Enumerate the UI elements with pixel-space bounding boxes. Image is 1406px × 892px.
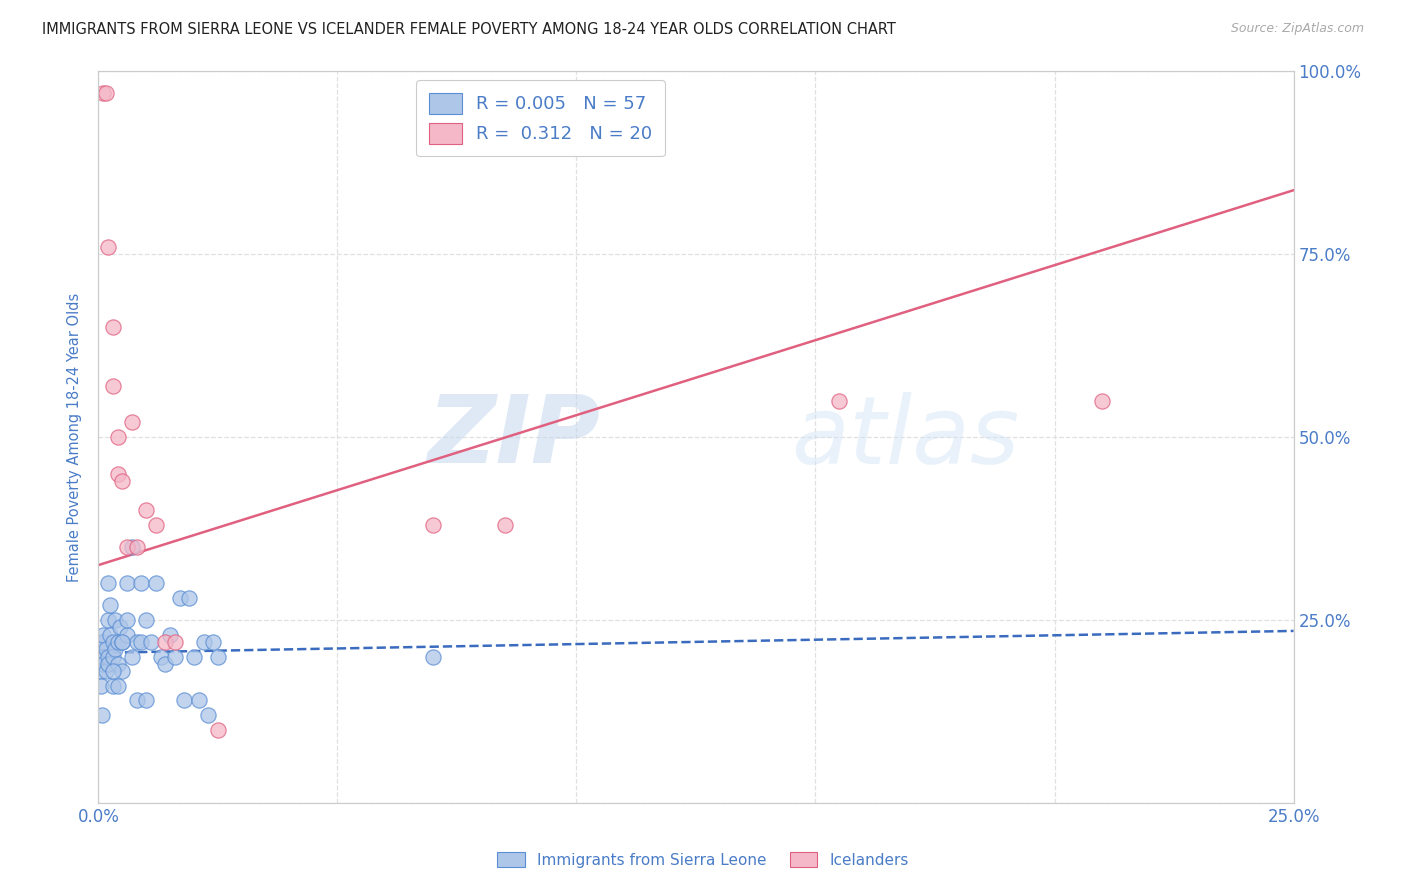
Point bbox=[91, 649, 114, 664]
Point bbox=[125, 693, 148, 707]
Point bbox=[104, 613, 127, 627]
Point bbox=[90, 679, 112, 693]
Point bbox=[98, 627, 122, 641]
Point bbox=[145, 517, 167, 532]
Point bbox=[121, 416, 143, 430]
Point bbox=[97, 613, 120, 627]
Point bbox=[149, 649, 172, 664]
Point bbox=[115, 576, 138, 591]
Point bbox=[193, 635, 215, 649]
Point bbox=[135, 503, 157, 517]
Y-axis label: Female Poverty Among 18-24 Year Olds: Female Poverty Among 18-24 Year Olds bbox=[67, 293, 83, 582]
Point bbox=[91, 87, 114, 101]
Point bbox=[207, 649, 229, 664]
Point bbox=[159, 627, 181, 641]
Point bbox=[125, 540, 148, 554]
Point bbox=[179, 591, 201, 605]
Point bbox=[107, 430, 129, 444]
Point bbox=[494, 517, 516, 532]
Point bbox=[131, 576, 153, 591]
Point bbox=[107, 467, 129, 481]
Point bbox=[169, 591, 191, 605]
Point bbox=[111, 664, 134, 678]
Text: Source: ZipAtlas.com: Source: ZipAtlas.com bbox=[1230, 22, 1364, 36]
Point bbox=[187, 693, 209, 707]
Point bbox=[828, 393, 851, 408]
Point bbox=[101, 664, 124, 678]
Point bbox=[145, 576, 167, 591]
Point bbox=[91, 657, 114, 671]
Point bbox=[101, 649, 124, 664]
Point bbox=[97, 576, 120, 591]
Point bbox=[202, 635, 225, 649]
Point bbox=[94, 87, 117, 101]
Point bbox=[90, 664, 112, 678]
Point bbox=[97, 657, 120, 671]
Point bbox=[94, 664, 117, 678]
Point bbox=[121, 649, 143, 664]
Point bbox=[111, 635, 134, 649]
Point bbox=[131, 635, 153, 649]
Point bbox=[207, 723, 229, 737]
Point bbox=[101, 320, 124, 334]
Point bbox=[163, 649, 186, 664]
Text: ZIP: ZIP bbox=[427, 391, 600, 483]
Point bbox=[173, 693, 195, 707]
Point bbox=[163, 635, 186, 649]
Point bbox=[115, 540, 138, 554]
Legend: R = 0.005   N = 57, R =  0.312   N = 20: R = 0.005 N = 57, R = 0.312 N = 20 bbox=[416, 80, 665, 156]
Point bbox=[104, 642, 127, 657]
Point bbox=[155, 635, 177, 649]
Legend: Immigrants from Sierra Leone, Icelanders: Immigrants from Sierra Leone, Icelanders bbox=[489, 844, 917, 875]
Point bbox=[107, 635, 129, 649]
Point bbox=[101, 635, 124, 649]
Point bbox=[115, 613, 138, 627]
Text: IMMIGRANTS FROM SIERRA LEONE VS ICELANDER FEMALE POVERTY AMONG 18-24 YEAR OLDS C: IMMIGRANTS FROM SIERRA LEONE VS ICELANDE… bbox=[42, 22, 896, 37]
Point bbox=[111, 635, 134, 649]
Point bbox=[98, 599, 122, 613]
Point bbox=[422, 517, 444, 532]
Point bbox=[107, 679, 129, 693]
Point bbox=[91, 627, 114, 641]
Text: atlas: atlas bbox=[792, 392, 1019, 483]
Point bbox=[91, 708, 114, 723]
Point bbox=[135, 613, 157, 627]
Point bbox=[91, 635, 114, 649]
Point bbox=[422, 649, 444, 664]
Point bbox=[97, 240, 120, 254]
Point bbox=[101, 379, 124, 393]
Point bbox=[197, 708, 219, 723]
Point bbox=[155, 657, 177, 671]
Point bbox=[111, 474, 134, 488]
Point bbox=[94, 642, 117, 657]
Point bbox=[121, 540, 143, 554]
Point bbox=[89, 649, 111, 664]
Point bbox=[108, 620, 131, 634]
Point bbox=[125, 635, 148, 649]
Point bbox=[183, 649, 205, 664]
Point bbox=[107, 657, 129, 671]
Point bbox=[1091, 393, 1114, 408]
Point bbox=[135, 693, 157, 707]
Point bbox=[90, 635, 112, 649]
Point bbox=[97, 649, 120, 664]
Point bbox=[139, 635, 162, 649]
Point bbox=[101, 679, 124, 693]
Point bbox=[115, 627, 138, 641]
